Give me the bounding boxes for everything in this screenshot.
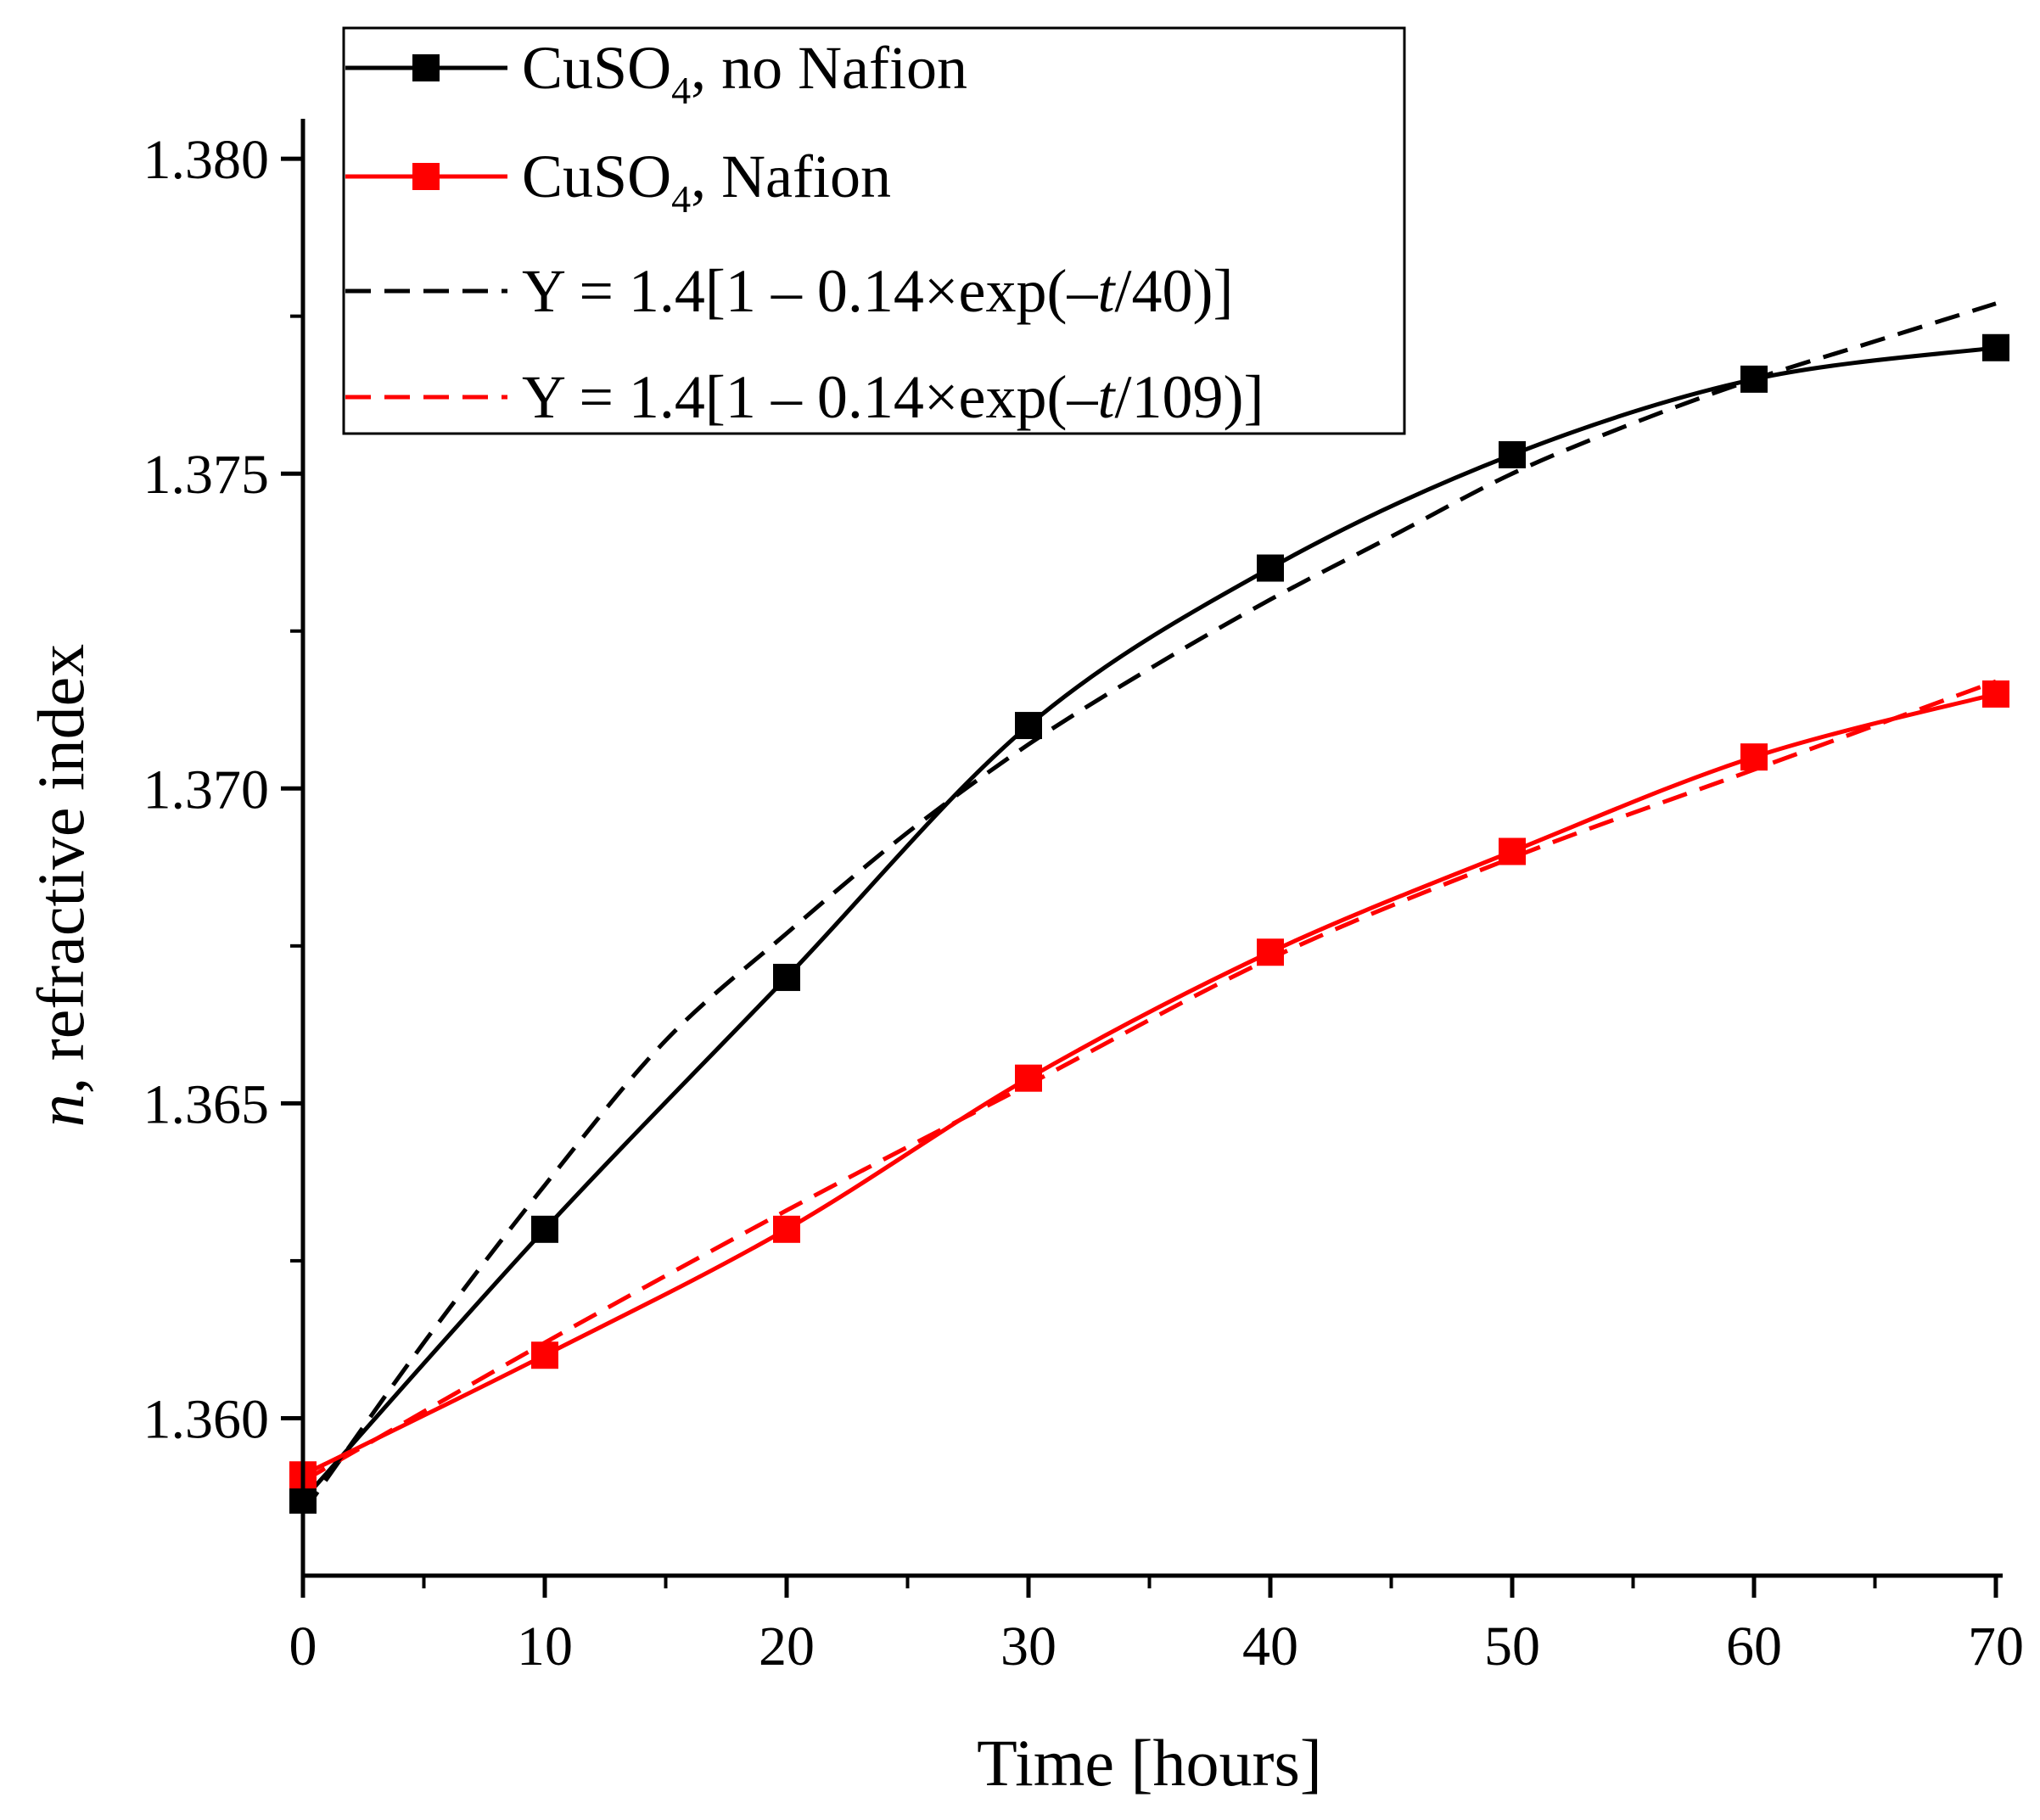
data-point-2 xyxy=(1015,1064,1042,1092)
x-axis-ticks: 0 10 20 30 40 50 60 70 xyxy=(289,1576,2024,1677)
legend-swatch-marker xyxy=(412,54,440,81)
y-tick-label: 1.360 xyxy=(143,1388,270,1450)
x-axis-title: Time [hours] xyxy=(977,1726,1322,1800)
y-axis-title-text: , refractive index xyxy=(24,644,98,1095)
legend-box xyxy=(342,26,1406,435)
data-point-2 xyxy=(1257,938,1284,966)
data-point-2 xyxy=(1740,743,1768,771)
legend: CuSO4, no Nafion CuSO4, Nafion Y = 1.4[1… xyxy=(342,26,1406,435)
legend-entry-fit-109: Y = 1.4[1 – 0.14×exp(–t/109)] xyxy=(345,363,1264,431)
y-tick-label: 1.375 xyxy=(143,444,270,506)
y-axis-ticks: 1.360 1.365 1.370 1.375 1.380 xyxy=(143,129,303,1450)
legend-label: Y = 1.4[1 – 0.14×exp(–t/40)] xyxy=(522,257,1233,325)
fit-line-1 xyxy=(300,301,1997,1515)
legend-entry-nafion: CuSO4, Nafion xyxy=(345,143,891,221)
data-point-2 xyxy=(1499,837,1526,865)
fit-line-2 xyxy=(301,679,1997,1483)
y-tick-label: 1.365 xyxy=(143,1073,270,1135)
data-point-1 xyxy=(1257,554,1284,582)
data-point-1 xyxy=(531,1215,558,1243)
x-tick-label: 0 xyxy=(289,1616,317,1677)
legend-label: Y = 1.4[1 – 0.14×exp(–t/109)] xyxy=(522,363,1264,431)
y-tick-label: 1.370 xyxy=(143,759,270,820)
legend-swatch-marker xyxy=(412,163,440,190)
data-point-2 xyxy=(773,1215,800,1243)
legend-label: CuSO4, Nafion xyxy=(522,143,891,221)
data-point-1 xyxy=(1740,365,1768,393)
data-point-1 xyxy=(1499,440,1526,468)
x-tick-label: 20 xyxy=(759,1616,815,1677)
x-tick-label: 10 xyxy=(517,1616,573,1677)
data-point-1 xyxy=(1982,333,2009,361)
data-point-2 xyxy=(531,1341,558,1369)
x-tick-label: 70 xyxy=(1968,1616,2024,1677)
legend-entry-no-nafion: CuSO4, no Nafion xyxy=(345,34,967,112)
x-tick-label: 50 xyxy=(1484,1616,1540,1677)
y-axis-title: n, refractive index xyxy=(24,644,98,1128)
data-point-1 xyxy=(773,963,800,991)
x-tick-label: 60 xyxy=(1726,1616,1782,1677)
data-point-2 xyxy=(1982,680,2009,708)
x-tick-label: 40 xyxy=(1242,1616,1298,1677)
legend-entry-fit-40: Y = 1.4[1 – 0.14×exp(–t/40)] xyxy=(345,257,1233,325)
y-axis-title-symbol: n xyxy=(24,1094,98,1127)
x-tick-label: 30 xyxy=(1000,1616,1056,1677)
data-point-1 xyxy=(1015,712,1042,740)
plot-series xyxy=(289,301,2009,1515)
data-line-2 xyxy=(301,692,1997,1477)
y-tick-label: 1.380 xyxy=(143,129,270,191)
legend-label: CuSO4, no Nafion xyxy=(522,34,967,112)
